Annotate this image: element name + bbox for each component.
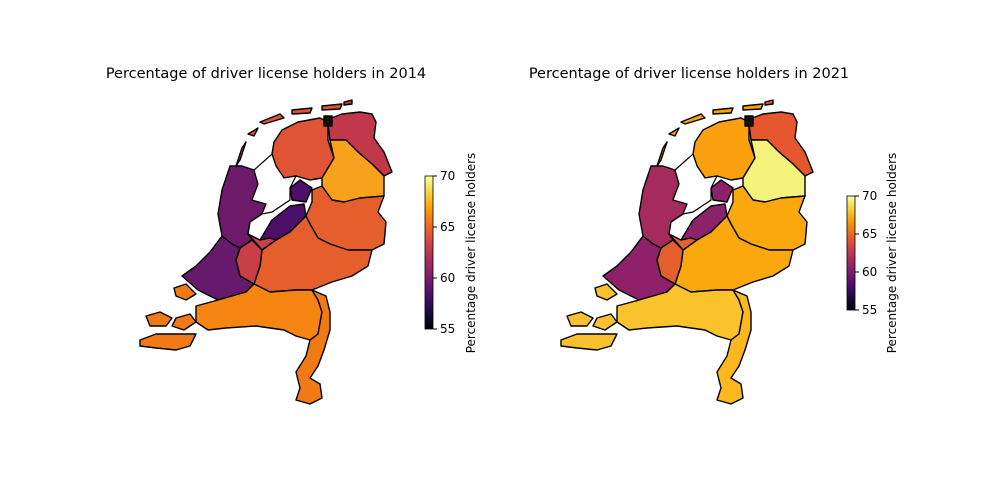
map-title-2014: Percentage of driver license holders in …	[106, 66, 426, 82]
colorbar-2021-ticks: 70 65 60 55	[855, 189, 877, 317]
colorbar-2014-ticks: 70 65 60 55	[433, 169, 455, 336]
colorbar-tick-label: 55	[862, 303, 877, 317]
map-title-2021: Percentage of driver license holders in …	[529, 66, 849, 82]
province-friesland	[271, 117, 335, 181]
province-groningen-fill	[323, 115, 333, 127]
province-friesland	[692, 117, 756, 181]
colorbar-tick-label: 60	[862, 265, 877, 279]
province-limburg	[295, 289, 331, 405]
province-limburg	[716, 289, 752, 405]
province-zeeland	[560, 283, 618, 351]
map-2021	[560, 99, 814, 405]
colorbar-2014-gradient	[424, 175, 434, 330]
province-zeeland	[139, 283, 197, 351]
map-panel-2014: Percentage of driver license holders in …	[106, 66, 478, 405]
colorbar-2014: 70 65 60 55 Percentage driver license ho…	[424, 153, 478, 354]
map-2014	[139, 99, 393, 405]
province-rottumeroog	[764, 99, 774, 106]
colorbar-tick-label: 65	[440, 220, 455, 234]
province-wadden-islands	[656, 103, 764, 167]
province-wadden-islands	[235, 103, 343, 167]
colorbar-2021-gradient	[846, 195, 856, 311]
colorbar-2021: 70 65 60 55 Percentage driver license ho…	[846, 153, 899, 354]
lake-ijsselmeer	[672, 152, 719, 215]
province-groningen-fill	[744, 115, 754, 127]
colorbar-tick-label: 55	[440, 322, 455, 336]
colorbar-2014-label: Percentage driver license holders	[464, 153, 478, 354]
colorbar-tick-label: 70	[440, 169, 455, 183]
province-rottumeroog	[343, 99, 353, 106]
lake-ijsselmeer	[251, 152, 298, 215]
colorbar-tick-label: 70	[862, 189, 877, 203]
colorbar-tick-label: 65	[862, 227, 877, 241]
colorbar-tick-label: 60	[440, 271, 455, 285]
map-panel-2021: Percentage of driver license holders in …	[529, 66, 899, 405]
colorbar-2021-label: Percentage driver license holders	[885, 153, 899, 354]
